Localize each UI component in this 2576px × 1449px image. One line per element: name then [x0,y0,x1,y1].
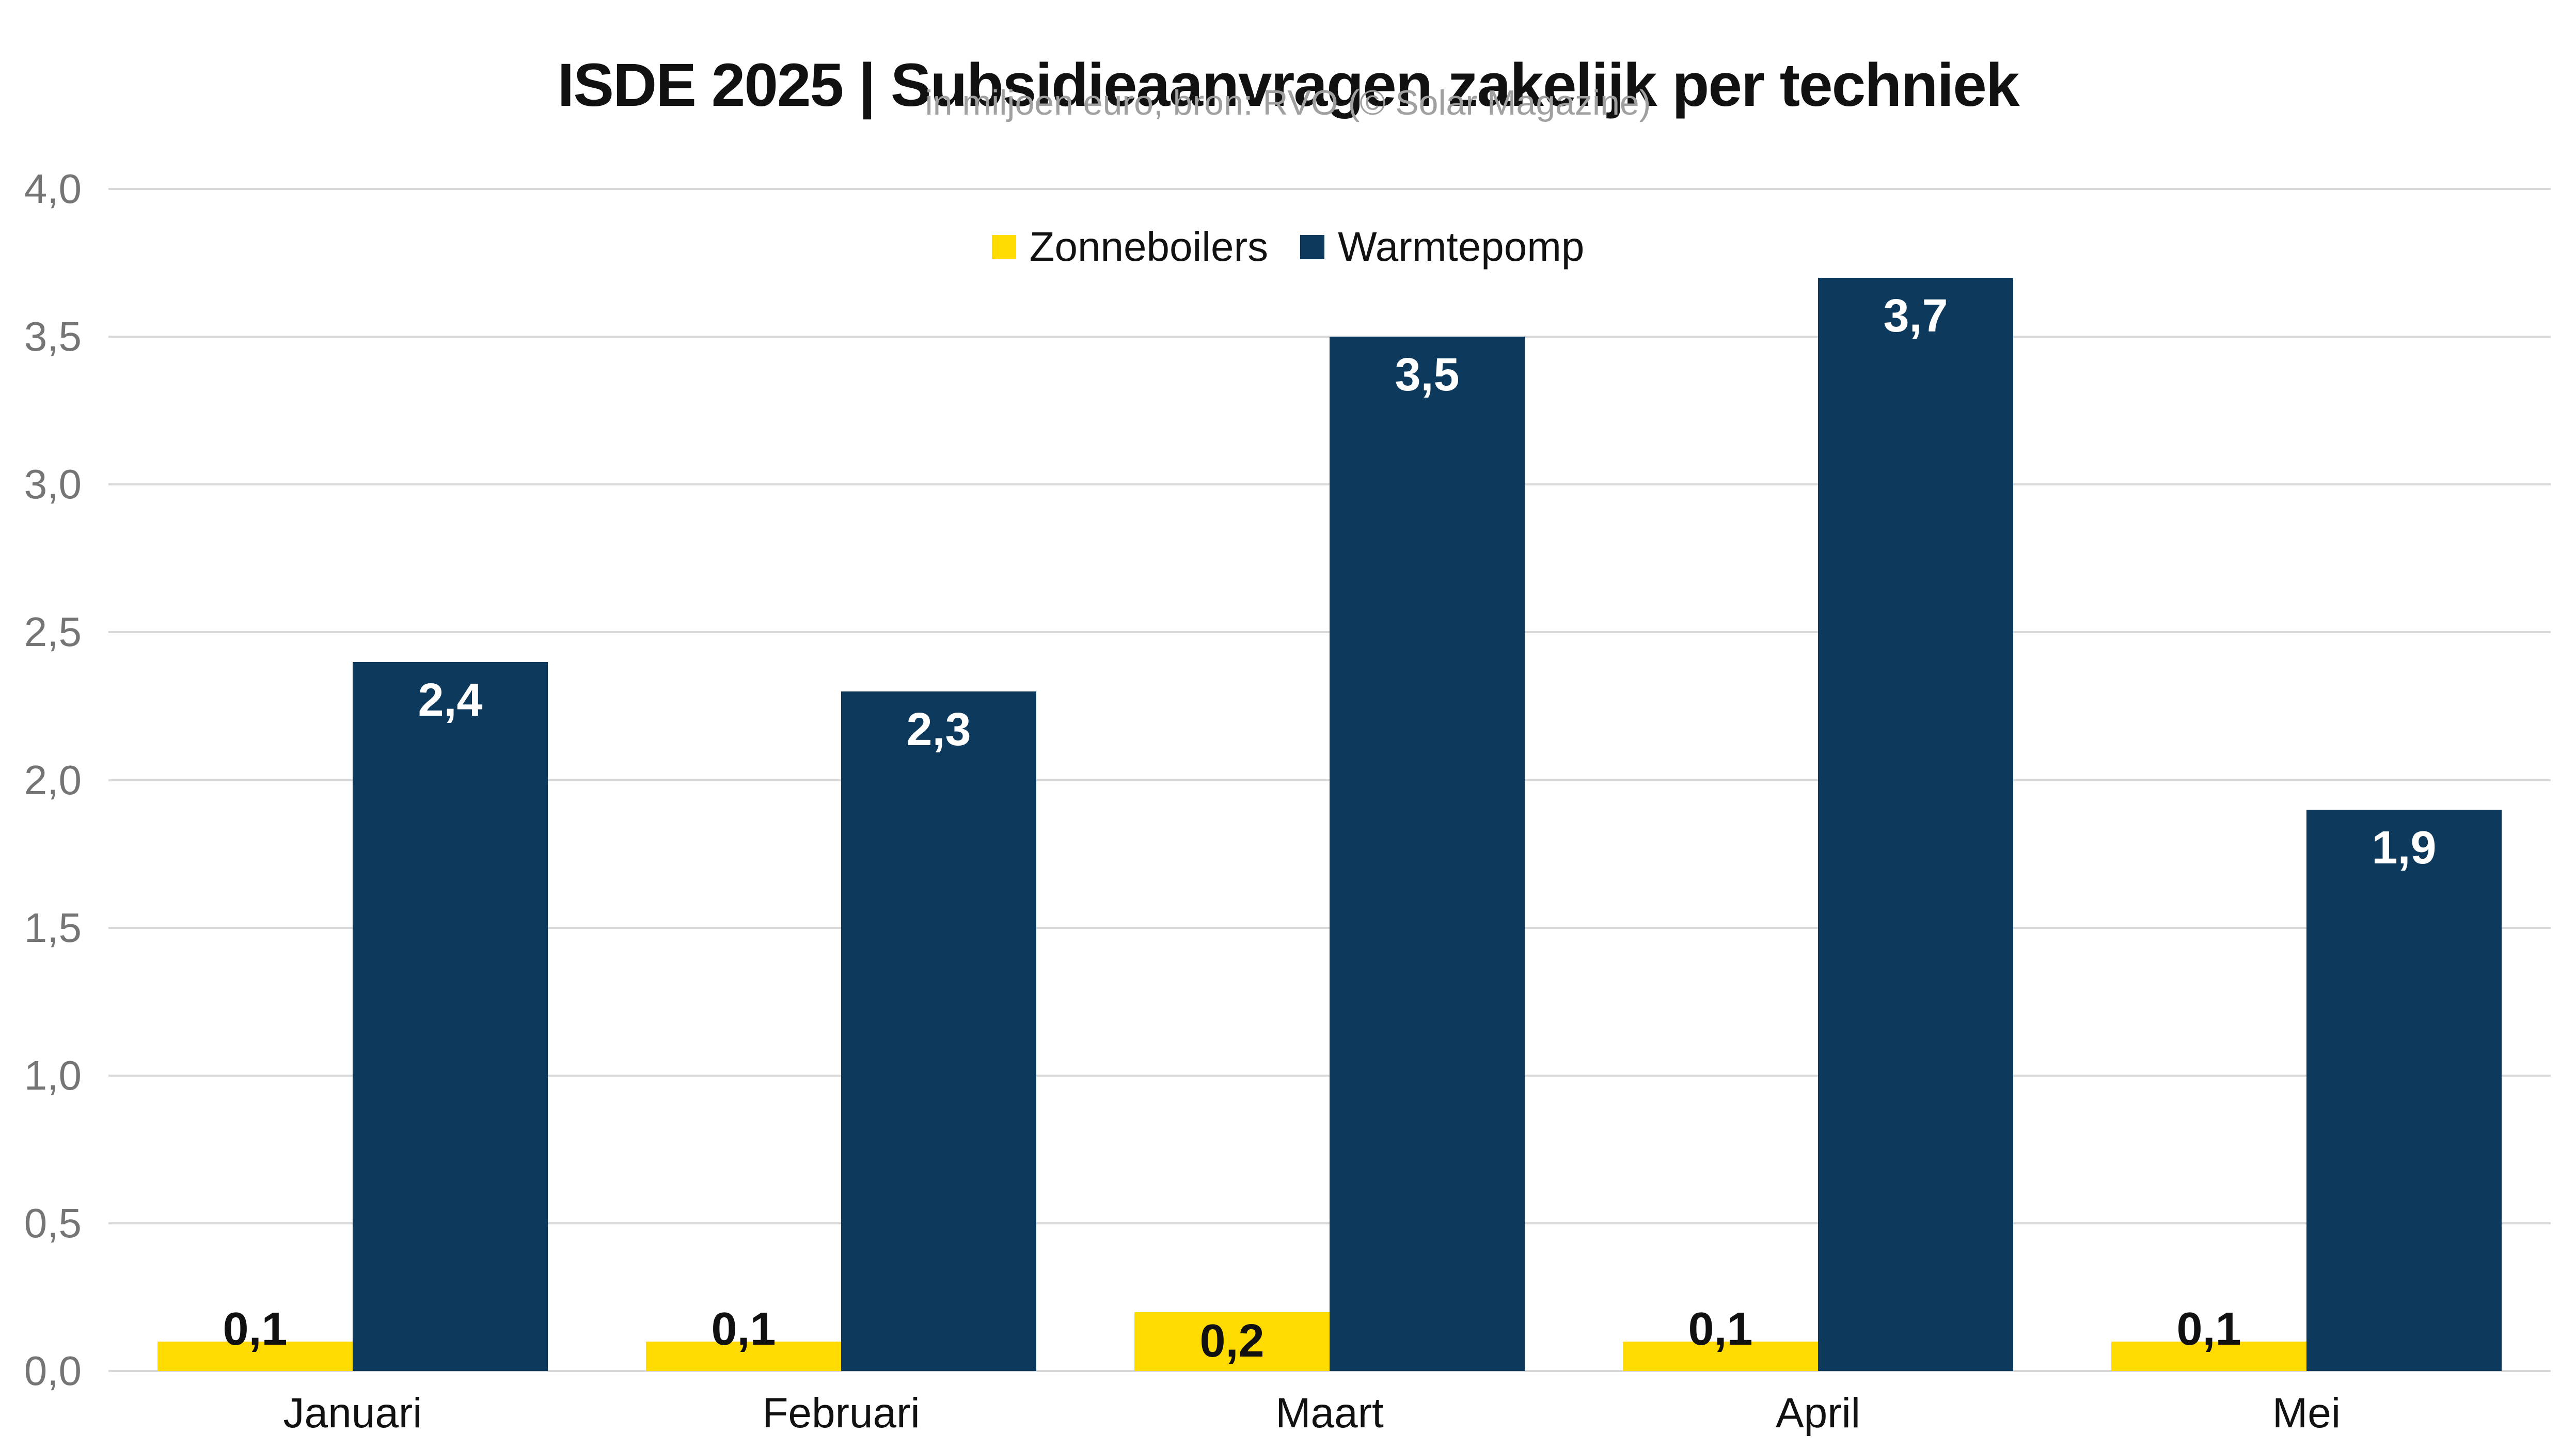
x-axis-label: Mei [2272,1390,2341,1437]
legend-item-warmtepomp: Warmtepomp [1300,226,1584,267]
bar-warmtepomp-mei [2306,810,2502,1371]
chart-subtitle: in miljoen euro, bron: RVO (© Solar Maga… [925,83,1651,122]
bar-warmtepomp-januari [353,662,548,1371]
bar-value-label: 0,1 [1688,1303,1753,1355]
bar-warmtepomp-februari [841,691,1036,1371]
bar-zonneboilers-januari [157,1342,353,1371]
y-axis-tick-label: 1,5 [24,904,82,951]
bar-value-label: 2,4 [418,674,483,726]
bar-value-label: 0,1 [223,1303,288,1355]
gridline [108,188,2551,190]
bar-warmtepomp-april [1818,278,2013,1371]
bar-zonneboilers-februari [646,1342,841,1371]
bar-zonneboilers-mei [2111,1342,2306,1371]
legend-swatch-zonneboilers-icon [991,234,1016,259]
chart-legend: Zonneboilers Warmtepomp [0,226,2576,267]
bar-zonneboilers-maart [1134,1312,1330,1371]
y-axis-tick-label: 3,0 [24,461,82,508]
bar-value-label: 3,5 [1395,349,1460,401]
y-axis-tick-label: 2,0 [24,757,82,803]
x-axis-label: Januari [283,1390,422,1437]
bar-warmtepomp-maart [1330,337,1525,1371]
bar-value-label: 0,1 [2176,1303,2241,1355]
y-axis-tick-label: 0,0 [24,1348,82,1394]
legend-label-warmtepomp: Warmtepomp [1338,224,1585,270]
bar-zonneboilers-april [1623,1342,1818,1371]
chart-title: ISDE 2025 | Subsidieaanvragen zakelijk p… [557,51,2020,120]
legend-swatch-warmtepomp-icon [1300,234,1325,259]
y-axis-tick-label: 3,5 [24,313,82,360]
x-axis-label: Februari [762,1390,920,1437]
y-axis-tick-label: 1,0 [24,1052,82,1098]
x-axis-label: April [1775,1390,1861,1437]
bar-value-label: 2,3 [906,704,971,755]
bar-value-label: 0,1 [711,1303,776,1355]
bar-value-label: 0,2 [1199,1315,1265,1367]
gridline [108,1370,2551,1372]
bar-value-label: 3,7 [1883,290,1948,342]
bar-value-label: 1,9 [2372,822,2437,874]
legend-item-zonneboilers: Zonneboilers [991,224,1269,270]
x-axis-label: Maart [1275,1390,1384,1437]
y-axis-tick-label: 0,5 [24,1200,82,1246]
y-axis-tick-label: 4,0 [24,166,82,212]
y-axis-tick-label: 2,5 [24,609,82,655]
legend-label-zonneboilers: Zonneboilers [1029,224,1269,270]
